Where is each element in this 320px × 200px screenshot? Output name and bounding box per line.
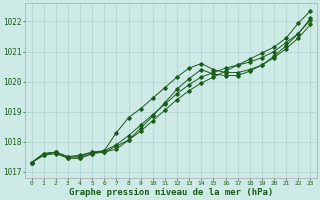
X-axis label: Graphe pression niveau de la mer (hPa): Graphe pression niveau de la mer (hPa) — [69, 188, 273, 197]
